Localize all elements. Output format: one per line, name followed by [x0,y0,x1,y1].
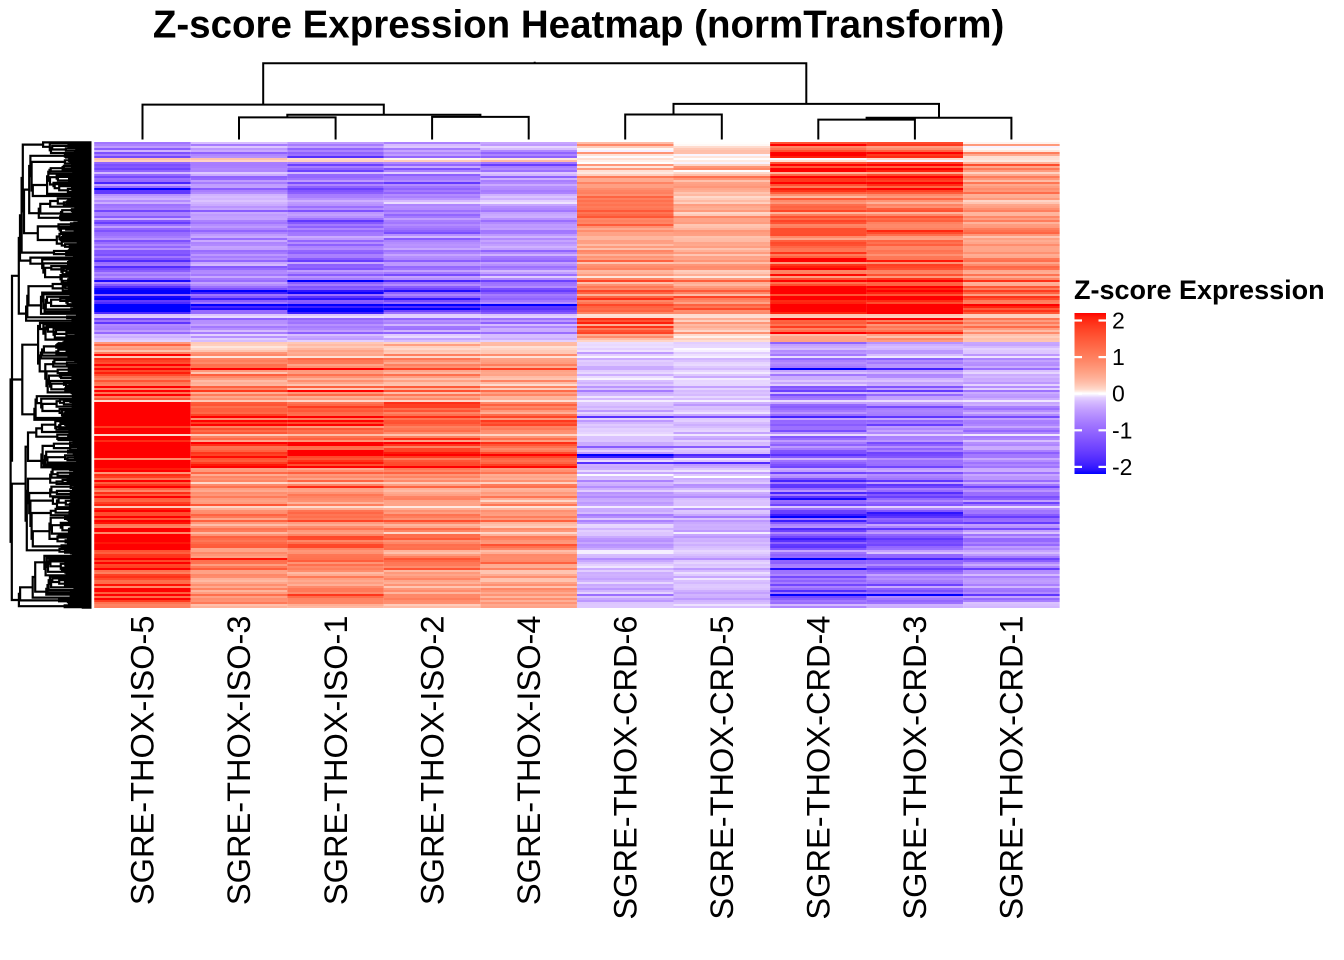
svg-text:SGRE-THOX-ISO-4: SGRE-THOX-ISO-4 [510,616,547,906]
svg-text:SGRE-THOX-ISO-1: SGRE-THOX-ISO-1 [317,616,354,906]
svg-text:-1: -1 [1112,417,1132,443]
svg-text:SGRE-THOX-CRD-3: SGRE-THOX-CRD-3 [896,616,933,920]
svg-text:SGRE-THOX-ISO-3: SGRE-THOX-ISO-3 [220,616,257,906]
svg-text:-2: -2 [1112,454,1132,480]
svg-text:2: 2 [1112,308,1125,334]
svg-text:Z-score Expression: Z-score Expression [1074,275,1325,305]
svg-text:Z-score Expression Heatmap (no: Z-score Expression Heatmap (normTransfor… [153,4,1005,47]
svg-text:SGRE-THOX-CRD-4: SGRE-THOX-CRD-4 [800,616,837,920]
svg-text:SGRE-THOX-CRD-1: SGRE-THOX-CRD-1 [993,616,1030,920]
svg-text:SGRE-THOX-CRD-6: SGRE-THOX-CRD-6 [606,616,643,920]
svg-text:SGRE-THOX-ISO-2: SGRE-THOX-ISO-2 [413,616,450,906]
svg-text:0: 0 [1112,381,1125,407]
svg-text:SGRE-THOX-ISO-5: SGRE-THOX-ISO-5 [124,616,161,906]
svg-text:SGRE-THOX-CRD-5: SGRE-THOX-CRD-5 [703,616,740,920]
svg-text:1: 1 [1112,344,1125,370]
